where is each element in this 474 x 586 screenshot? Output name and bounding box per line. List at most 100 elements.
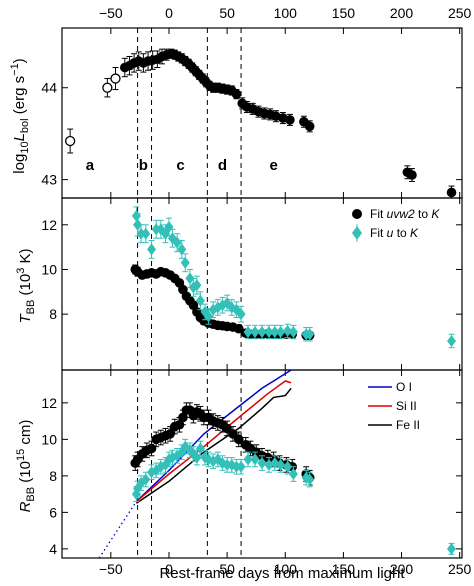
data-point	[64, 135, 76, 147]
legend-radius: O I Si II Fe II	[368, 380, 420, 432]
x-tick-label-bottom: 150	[332, 561, 356, 577]
data-point	[131, 209, 141, 222]
extrapolation-line	[98, 501, 137, 558]
series-line	[135, 387, 292, 504]
legend-label-siii: Si II	[396, 399, 417, 413]
data-point	[185, 272, 195, 285]
data-point	[243, 453, 253, 466]
x-tick-label-bottom: 50	[219, 561, 235, 577]
phase-label: c	[176, 157, 184, 174]
x-tick-label-top: 0	[165, 5, 173, 21]
x-tick-label-bottom: 100	[274, 561, 298, 577]
x-tick-label-top: 100	[274, 5, 298, 21]
data-point	[276, 458, 286, 471]
panel1-ylabel: log10Lbol (erg s−1)	[9, 58, 31, 173]
data-point	[236, 308, 246, 321]
data-point	[264, 326, 274, 339]
panel3-ylabel: RBB (1015 cm)	[15, 420, 37, 513]
data-point	[180, 256, 190, 269]
data-point	[283, 324, 293, 337]
data-point	[250, 453, 260, 466]
panel-temperature: 8 10 12	[41, 197, 463, 371]
data-point	[257, 457, 267, 470]
y-tick-label: 12	[41, 217, 57, 233]
legend-temperature: Fit uvw2 to K Fit u to K	[352, 207, 440, 242]
legend-label-oi: O I	[396, 380, 412, 394]
x-tick-label-bottom: 0	[165, 561, 173, 577]
x-tick-label-top: 250	[448, 5, 472, 21]
data-point	[243, 326, 253, 339]
y-tick-label: 44	[41, 80, 57, 96]
data-point	[192, 279, 202, 292]
data-point	[165, 429, 175, 439]
data-point	[146, 443, 157, 454]
data-point	[141, 227, 151, 240]
legend-marker-uvw2	[352, 209, 362, 219]
data-point	[283, 460, 293, 473]
y-tick-label: 8	[49, 468, 57, 484]
legend-label-feii: Fe II	[396, 418, 420, 432]
data-point	[447, 334, 457, 347]
data-point	[133, 218, 143, 231]
x-tick-label-top: 50	[219, 5, 235, 21]
data-point	[204, 310, 214, 323]
data-point	[305, 328, 315, 341]
data-point	[136, 227, 146, 240]
panel-data	[64, 48, 457, 198]
data-point	[447, 542, 457, 555]
data-point	[195, 442, 205, 455]
phase-label: b	[139, 157, 148, 174]
data-point	[276, 326, 286, 339]
data-point	[102, 82, 113, 93]
panel-frame	[61, 369, 463, 559]
y-tick-label: 10	[41, 261, 57, 277]
data-point	[250, 326, 260, 339]
data-point	[192, 451, 202, 464]
legend-label-u: Fit u to K	[370, 226, 419, 240]
y-tick-label: 10	[41, 431, 57, 447]
y-tick-label: 8	[49, 306, 57, 322]
data-point	[172, 236, 182, 249]
data-point	[147, 243, 157, 256]
data-point	[110, 73, 121, 84]
x-tick-label-top: 200	[390, 5, 414, 21]
data-point	[446, 187, 457, 198]
data-point	[141, 473, 151, 486]
data-point	[288, 468, 298, 481]
phase-label: e	[269, 157, 277, 174]
data-point	[164, 221, 174, 234]
data-point	[222, 458, 232, 471]
panel-radius: 4 6 8 10 12	[41, 369, 463, 559]
data-point	[177, 243, 187, 256]
x-tick-label-bottom: 200	[390, 561, 414, 577]
data-point	[231, 460, 241, 473]
data-point	[233, 434, 244, 445]
data-point	[233, 323, 244, 334]
series-line	[135, 380, 292, 502]
panel-luminosity: 43 44 a b c d e	[41, 27, 463, 199]
chart-panels: 43 44 a b c d e 8 10 12 4 6 8 10 12 −50 0 50 100 150 200 250 −…	[41, 5, 471, 577]
y-tick-label: 12	[41, 395, 57, 411]
panel2-ylabel: TBB (103 K)	[15, 248, 37, 323]
panel-data	[98, 370, 457, 558]
data-point	[151, 223, 161, 236]
panel-frame	[61, 197, 463, 371]
x-tick-label-top: 150	[332, 5, 356, 21]
x-tick-label-bottom: 250	[448, 561, 472, 577]
phase-label: d	[218, 157, 227, 174]
x-tick-label-bottom: −50	[99, 561, 123, 577]
x-axis-label: Rest-frame days from maximum light	[159, 565, 405, 582]
data-point	[236, 460, 246, 473]
data-point	[178, 412, 188, 423]
data-point	[174, 419, 185, 430]
x-tick-label-top: −50	[99, 5, 123, 21]
y-tick-label: 4	[49, 541, 57, 557]
phase-label: a	[86, 157, 95, 174]
y-tick-label: 43	[41, 172, 57, 188]
data-point	[304, 121, 315, 132]
panel-data	[130, 206, 457, 349]
data-point	[288, 326, 298, 339]
data-point	[305, 473, 315, 486]
data-point	[407, 170, 417, 180]
